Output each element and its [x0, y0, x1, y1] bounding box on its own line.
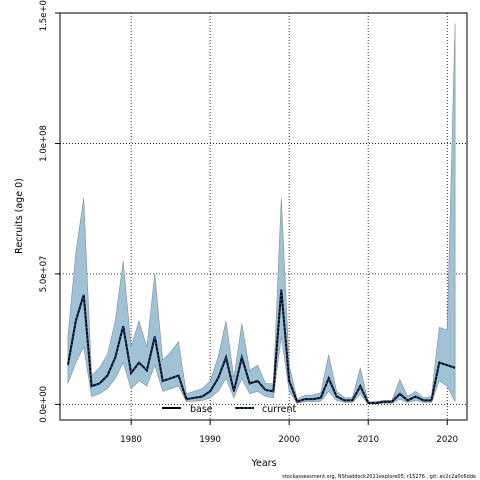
confidence-band-area: [67, 23, 456, 405]
series-current-line: [66, 289, 456, 404]
confidence-band: [67, 23, 456, 405]
y-tick-label: 1.5e+08: [39, 0, 49, 31]
y-axis: 0.0e+00 5.0e+07 1.0e+08 1.5e+08: [39, 0, 60, 423]
legend-current-label: current: [262, 404, 297, 415]
x-tick-label: 2010: [357, 435, 379, 445]
plot-border: [59, 12, 468, 421]
y-tick-label: 0.0e+00: [39, 386, 49, 423]
footer-note: stockassessment.org, NShaddock2021explor…: [282, 474, 476, 480]
x-tick-label: 2000: [278, 435, 300, 445]
y-axis-title: Recruits (age 0): [14, 178, 25, 254]
x-tick-label: 1990: [199, 435, 221, 445]
y-tick-label: 5.0e+07: [39, 256, 49, 293]
x-axis: 1980 1990 2000 2010 2020: [120, 420, 458, 445]
legend-base-label: base: [190, 404, 213, 415]
x-axis-title: Years: [250, 458, 276, 469]
plot-frame: [59, 12, 468, 421]
y-tick-label: 1.0e+08: [39, 125, 49, 162]
series-lines: [66, 289, 456, 404]
legend: base current: [162, 404, 297, 415]
x-tick-label: 1980: [120, 435, 142, 445]
x-tick-label: 2020: [436, 435, 458, 445]
